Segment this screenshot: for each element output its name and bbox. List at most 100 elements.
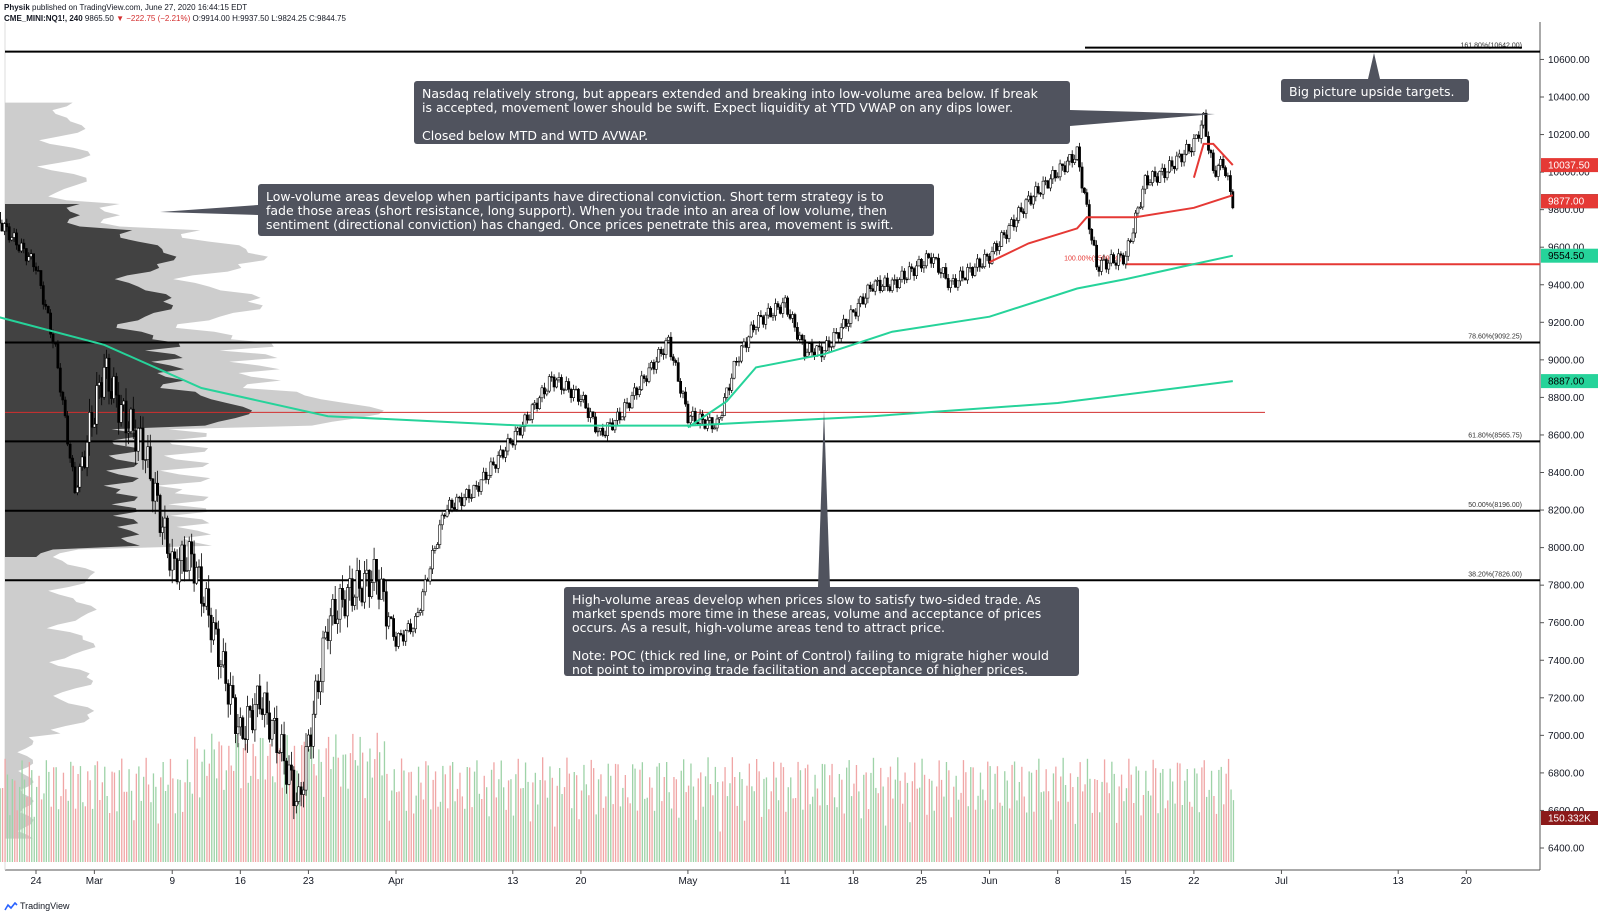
volume-bar (276, 743, 279, 862)
candle-body (839, 327, 843, 339)
candle-body (88, 412, 91, 443)
volume-bar (45, 760, 48, 862)
candle-body (187, 541, 191, 571)
candle-body (1080, 166, 1084, 189)
volume-bar (549, 766, 551, 862)
candle-body (7, 226, 11, 241)
volume-bar (427, 765, 429, 862)
volume-bar (469, 767, 471, 862)
candle-body (594, 416, 597, 433)
candle-body (949, 280, 953, 288)
volume-bar (432, 779, 434, 862)
volume-bar (661, 801, 663, 862)
volume-bar (887, 777, 889, 862)
price-badge-label: 9877.00 (1548, 197, 1585, 208)
symbol-line[interactable]: CME_MINI:NQ1!, 240 (4, 14, 83, 23)
volume-bar (787, 787, 789, 862)
candle-body (367, 569, 371, 597)
volume-bar (203, 749, 206, 862)
volume-bar (4, 758, 6, 862)
candle-body (336, 618, 340, 624)
candle-body (586, 407, 590, 418)
candle-body (127, 431, 130, 434)
candle-body (399, 633, 403, 636)
candle-body (829, 345, 833, 348)
tradingview-logo[interactable]: TradingView (4, 901, 70, 911)
volume-bar (510, 779, 512, 862)
volume-bar (804, 768, 807, 862)
volume-bar (1089, 778, 1091, 862)
candle-body (764, 314, 768, 325)
volume-bar (1004, 771, 1006, 862)
volume-bar (466, 767, 468, 862)
volume-bar (476, 760, 478, 862)
volume-bar (870, 772, 872, 862)
author-name[interactable]: Physik (4, 3, 30, 12)
volume-bar (585, 784, 588, 862)
candle-body (280, 734, 284, 753)
candle-body (971, 267, 974, 276)
volume-bar (576, 775, 578, 862)
candle-body (550, 376, 554, 378)
candle-body (32, 253, 36, 268)
volume-bar (678, 817, 680, 862)
volume-bar (1011, 764, 1013, 862)
volume-bar (931, 780, 933, 862)
volume-bar (763, 778, 765, 862)
candle-body (477, 485, 481, 492)
candle-body (1031, 196, 1035, 205)
candle-body (645, 378, 649, 382)
candle-body (1173, 165, 1176, 170)
candle-body (1136, 207, 1140, 214)
candle-body (122, 400, 126, 406)
candle-body (1041, 180, 1045, 195)
volume-bar (680, 770, 682, 862)
candle-body (759, 314, 763, 317)
candle-body (474, 485, 478, 487)
volume-bar (269, 743, 271, 862)
volume-bar (546, 797, 549, 862)
volume-bar (760, 816, 763, 862)
x-tick-label: 8 (1055, 876, 1061, 887)
volume-bar (1227, 758, 1230, 862)
volume-bar (700, 772, 702, 862)
candle-body (776, 303, 780, 308)
volume-bar (1162, 769, 1164, 862)
volume-bar (704, 776, 707, 862)
candle-body (504, 450, 507, 458)
volume-bar (836, 807, 838, 862)
volume-bar (374, 759, 376, 862)
candle-body (754, 327, 758, 331)
volume-bar (323, 796, 325, 862)
price-badge (1541, 158, 1598, 173)
volume-bar (583, 764, 585, 862)
candle-body (1102, 259, 1106, 261)
candle-body (423, 579, 427, 593)
volume-bar (1198, 812, 1201, 862)
price-badge (1541, 374, 1598, 389)
candle-body (44, 304, 48, 307)
candle-body (1168, 160, 1171, 173)
volume-bar (254, 756, 257, 862)
volume-bar (1064, 785, 1067, 862)
volume-bar (634, 768, 636, 862)
volume-bar (780, 762, 782, 862)
volume-bar (225, 770, 228, 862)
candle-body (837, 332, 841, 339)
candle-body (559, 377, 563, 390)
candle-body (934, 257, 938, 259)
volume-bar (580, 790, 583, 862)
volume-bar (619, 806, 622, 862)
volume-bar (1191, 806, 1193, 862)
volume-bar (685, 792, 687, 862)
candle-body (19, 242, 23, 252)
volume-bar (235, 734, 237, 862)
y-tick-label: 9000.00 (1548, 355, 1585, 366)
candle-body (1158, 171, 1162, 183)
candle-body (1156, 176, 1159, 183)
volume-bar (21, 760, 23, 862)
candle-body (1211, 152, 1215, 171)
volume-bar (1167, 800, 1169, 862)
volume-bar (992, 809, 994, 862)
